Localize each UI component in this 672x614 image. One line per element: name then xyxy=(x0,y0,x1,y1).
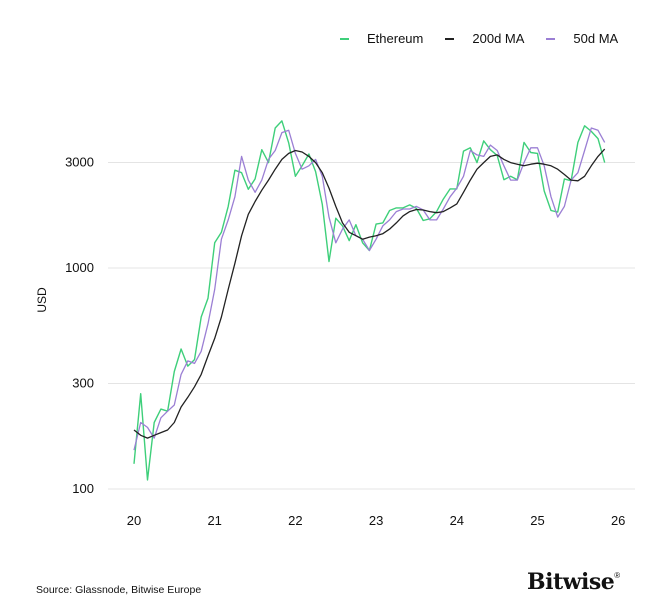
legend-swatch xyxy=(445,37,455,40)
legend-label: Ethereum xyxy=(367,31,424,46)
legend-item-200d-ma: 200d MA xyxy=(445,31,524,46)
legend: Ethereum 200d MA 50d MA xyxy=(340,31,640,46)
y-axis-ticks: 100 300 1000 3000 xyxy=(65,155,94,496)
x-tick-label: 24 xyxy=(450,513,464,528)
y-tick-label: 300 xyxy=(72,376,94,391)
y-tick-label: 3000 xyxy=(65,155,94,170)
legend-swatch xyxy=(340,37,349,40)
legend-swatch xyxy=(546,37,556,40)
x-tick-label: 23 xyxy=(369,513,383,528)
x-tick-label: 22 xyxy=(288,513,302,528)
y-tick-label: 1000 xyxy=(65,260,94,275)
y-axis-label: USD xyxy=(35,287,49,313)
legend-label: 200d MA xyxy=(472,31,525,46)
registered-mark: ® xyxy=(614,571,620,580)
legend-label: 50d MA xyxy=(573,31,619,46)
x-tick-label: 20 xyxy=(127,513,141,528)
x-axis-ticks: 20 21 22 23 24 25 26 xyxy=(127,513,626,528)
series-line-ethereum xyxy=(133,120,606,481)
logo-text: Bitwise xyxy=(527,569,615,595)
legend-item-ethereum: Ethereum xyxy=(340,31,423,46)
bitwise-logo: Bitwise® xyxy=(527,569,620,595)
legend-item-50d-ma: 50d MA xyxy=(546,31,618,46)
y-tick-label: 100 xyxy=(72,481,94,496)
x-tick-label: 26 xyxy=(611,513,625,528)
series-line-50d-ma xyxy=(133,127,606,451)
source-note: Source: Glassnode, Bitwise Europe xyxy=(36,584,202,596)
x-tick-label: 21 xyxy=(207,513,221,528)
series-line-200d-ma xyxy=(133,148,606,439)
x-tick-label: 25 xyxy=(530,513,544,528)
series-lines xyxy=(133,120,606,481)
